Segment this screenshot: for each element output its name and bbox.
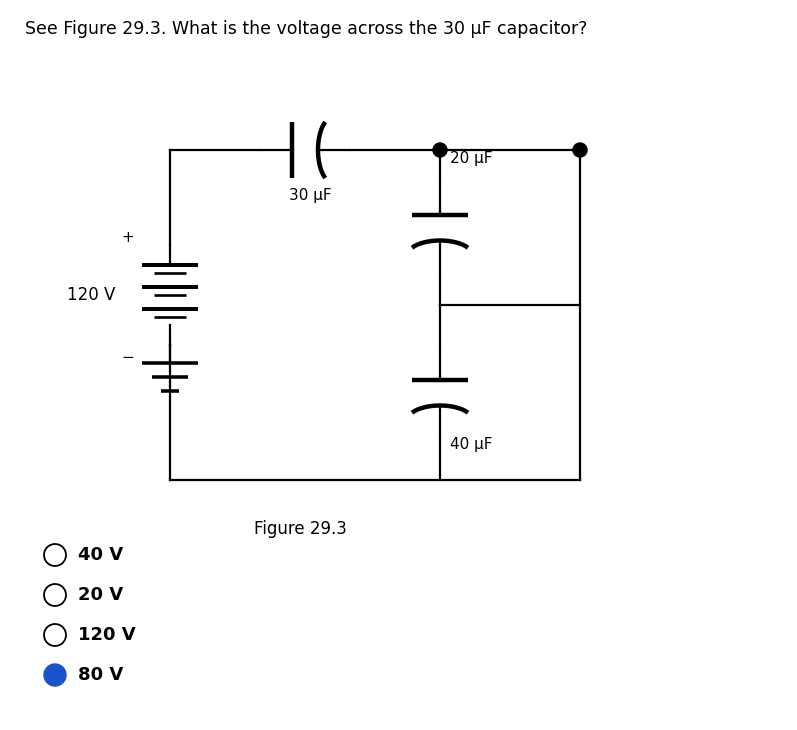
Text: 120 V: 120 V bbox=[78, 626, 135, 644]
Circle shape bbox=[44, 664, 66, 686]
Text: 40 V: 40 V bbox=[78, 546, 123, 564]
Text: 40 μF: 40 μF bbox=[450, 437, 493, 453]
Circle shape bbox=[433, 143, 447, 157]
Text: 80 V: 80 V bbox=[78, 666, 124, 684]
Text: 20 μF: 20 μF bbox=[450, 150, 493, 166]
Text: Figure 29.3: Figure 29.3 bbox=[253, 520, 347, 538]
Text: 120 V: 120 V bbox=[67, 286, 115, 304]
Text: 20 V: 20 V bbox=[78, 586, 123, 604]
Text: 30 μF: 30 μF bbox=[289, 188, 332, 203]
Text: See Figure 29.3. What is the voltage across the 30 μF capacitor?: See Figure 29.3. What is the voltage acr… bbox=[25, 20, 587, 38]
Text: −: − bbox=[122, 350, 135, 365]
Text: +: + bbox=[122, 230, 135, 245]
Circle shape bbox=[573, 143, 587, 157]
